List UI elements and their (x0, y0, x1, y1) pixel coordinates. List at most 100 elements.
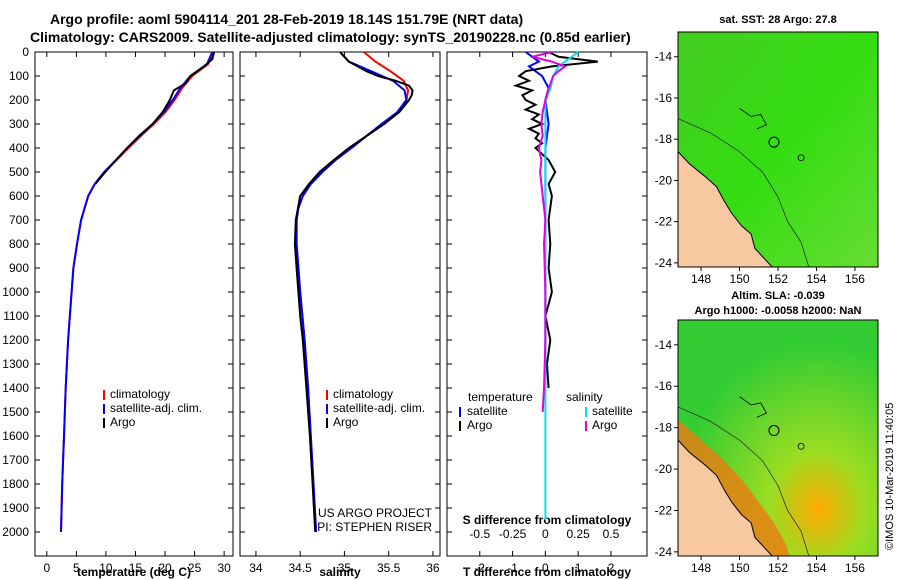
depth-tick-label: 1600 (2, 429, 29, 443)
depth-tick-label: 700 (9, 213, 29, 227)
x2-tick-label: -0.5 (469, 527, 490, 541)
depth-tick-label: 300 (9, 117, 29, 131)
depth-tick-label: 1500 (2, 405, 29, 419)
depth-tick-label: 0 (22, 45, 29, 59)
depth-tick-label: 500 (9, 165, 29, 179)
series-temperature-Argo (512, 51, 598, 389)
x-tick-label: 10 (99, 561, 113, 575)
depth-tick-label: 900 (9, 261, 29, 275)
depth-tick-label: 1100 (3, 309, 29, 323)
altimetry-map-title: Altim. SLA: -0.039 (731, 290, 825, 302)
x-axis-label: temperature (deg C) (77, 565, 191, 579)
island-outline (797, 442, 805, 450)
x2-tick-label: 0.25 (566, 527, 590, 541)
reef-contour (677, 118, 810, 268)
legend-label: climatology (333, 387, 393, 401)
depth-tick-label: 1900 (2, 501, 29, 515)
depth-tick-label: 2000 (2, 525, 29, 539)
x-tick-label: -1 (507, 561, 518, 575)
map-y-tick-label: -20 (655, 462, 673, 476)
legend-label: climatology (110, 387, 170, 401)
panel-frame (239, 51, 441, 557)
panel-frame (34, 51, 234, 557)
x-tick-label: 15 (129, 561, 143, 575)
legend-label: Argo (467, 418, 493, 432)
argo-position-marker (768, 136, 780, 148)
x2-tick-label: 0.5 (603, 527, 620, 541)
depth-tick-label: 400 (9, 141, 29, 155)
coastal-anomaly-band (678, 419, 790, 556)
x-tick-label: 35.5 (377, 561, 401, 575)
island-outline (797, 154, 805, 162)
map-x-tick-label: 154 (806, 272, 826, 286)
series-Argo (94, 51, 216, 185)
depth-tick-label: 1700 (2, 453, 29, 467)
argo-position-marker (768, 425, 780, 437)
series-satellite-adj-clim (295, 51, 408, 533)
map-y-tick-label: -22 (655, 503, 673, 517)
series-salinity-satellite (544, 51, 579, 520)
depth-tick-label: 1300 (2, 357, 29, 371)
map-sst: 148 150 152 154 156 -14 -16 -18 -20 -22 -24 (655, 31, 879, 286)
title-line-1: Argo profile: aoml 5904114_201 28-Feb-20… (50, 11, 524, 27)
x-axis-label: salinity (319, 565, 361, 579)
x-tick-label: 36 (426, 561, 440, 575)
x-tick-label: 30 (217, 561, 231, 575)
x-tick-label: 1 (575, 561, 582, 575)
depth-tick-label: 1400 (2, 381, 29, 395)
panel-frame (446, 51, 648, 557)
x-tick-label: 34 (249, 561, 263, 575)
legend-label: Argo (592, 418, 618, 432)
reef-contour (677, 406, 810, 557)
sst-map-title: sat. SST: 28 Argo: 27.8 (719, 14, 837, 26)
x-tick-label: 0 (43, 561, 50, 575)
map-y-tick-label: -14 (655, 50, 673, 64)
series-Argo (293, 51, 414, 533)
legend-label: satellite-adj. clim. (110, 401, 202, 415)
map-y-tick-label: -18 (655, 132, 673, 146)
map-x-tick-label: 152 (768, 561, 788, 575)
map-y-tick-label: -16 (655, 379, 673, 393)
map-y-tick-label: -22 (655, 215, 673, 229)
x-tick-label: 20 (158, 561, 172, 575)
panel-salinity: 34 34.5 35 35.5 36 salinity (239, 51, 441, 579)
reef-outline (739, 396, 768, 418)
map-y-tick-label: -24 (655, 256, 673, 270)
depth-tick-label: 200 (9, 93, 29, 107)
x-tick-label: 25 (188, 561, 202, 575)
depth-tick-label: 1200 (2, 333, 29, 347)
depth-tick-label: 100 (9, 69, 29, 83)
legend-label: Argo (333, 415, 359, 429)
title-line-2: Climatology: CARS2009. Satellite-adjuste… (30, 29, 631, 45)
panel-temperature: 0 5 10 15 20 25 30 temperature (deg C) (34, 51, 234, 579)
series-salinity-Argo (531, 51, 568, 413)
x-tick-label: 0 (542, 561, 549, 575)
legend-label: Argo (110, 415, 136, 429)
map-x-tick-label: 150 (730, 561, 750, 575)
legend-label: satellite-adj. clim. (333, 401, 425, 415)
x-tick-label: -2 (474, 561, 485, 575)
x-axis-label: T difference from climatology (463, 565, 631, 579)
x-tick-label: 35 (338, 561, 352, 575)
map-x-tick-label: 150 (730, 272, 750, 286)
x2-axis-label: S difference from climatology (463, 513, 632, 527)
map-x-tick-label: 148 (691, 272, 711, 286)
depth-tick-label: 1800 (2, 477, 29, 491)
map-y-tick-label: -18 (655, 421, 673, 435)
map-y-tick-label: -14 (655, 338, 673, 352)
depth-tick-label: 1000 (2, 285, 29, 299)
x-tick-label: 34.5 (288, 561, 312, 575)
legend-label: satellite (592, 404, 633, 418)
map-y-tick-label: -16 (655, 91, 673, 105)
x-tick-label: 2 (608, 561, 615, 575)
panel-differences: -2 -1 0 1 2T difference from climatology -0.5… (446, 51, 648, 579)
map-x-tick-label: 156 (845, 272, 865, 286)
legend-label: satellite (467, 404, 508, 418)
project-annotation: US ARGO PROJECT (318, 506, 433, 520)
x2-tick-label: -0.25 (499, 527, 527, 541)
project-annotation: PI: STEPHEN RISER (317, 520, 432, 534)
map-altimetry: 148 150 152 154 156 -14 -16 -18 -20 -22 -24 (655, 319, 879, 575)
map-x-tick-label: 154 (806, 561, 826, 575)
map-x-tick-label: 152 (768, 272, 788, 286)
